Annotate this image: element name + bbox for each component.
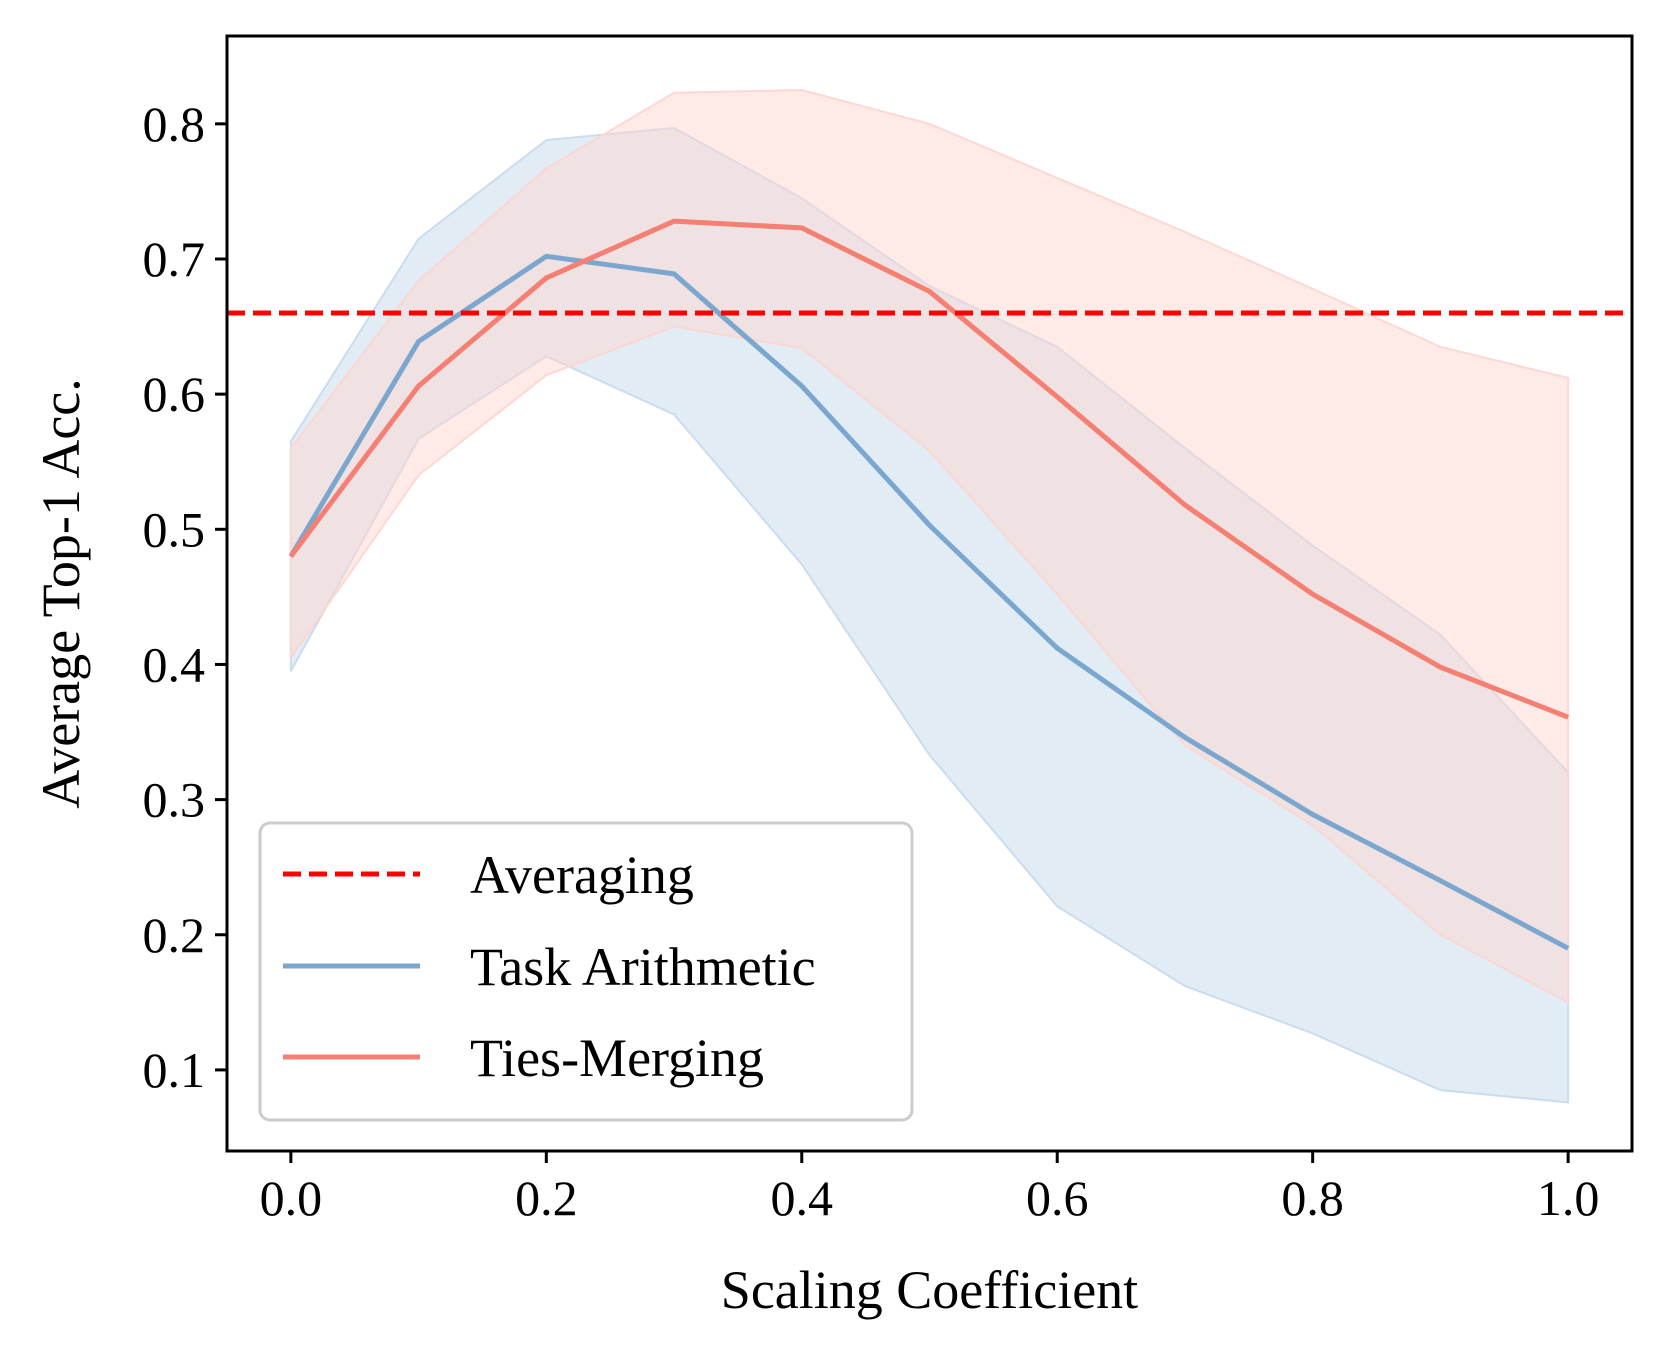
legend-label-task-arithmetic: Task Arithmetic	[470, 937, 816, 997]
legend: Averaging Task Arithmetic Ties-Merging	[258, 821, 914, 1122]
x-tick-label: 0.4	[771, 1170, 834, 1226]
y-tick-label: 0.4	[143, 636, 206, 692]
y-tick-label: 0.5	[143, 501, 206, 557]
y-tick-label: 0.6	[143, 366, 206, 422]
x-tick-label: 0.8	[1281, 1170, 1344, 1226]
y-axis-ticks: 0.1 0.2 0.3 0.4 0.5 0.6 0.7 0.8	[143, 96, 227, 1098]
x-tick-label: 0.0	[260, 1170, 323, 1226]
y-tick-label: 0.1	[143, 1042, 206, 1098]
x-tick-label: 0.6	[1026, 1170, 1089, 1226]
y-tick-label: 0.3	[143, 772, 206, 828]
plot-frame	[225, 34, 1634, 1153]
legend-label-ties-merging: Ties-Merging	[470, 1028, 764, 1088]
x-axis-label: Scaling Coefficient	[721, 1260, 1138, 1320]
legend-label-averaging: Averaging	[470, 845, 694, 905]
y-tick-label: 0.8	[143, 96, 206, 152]
legend-box	[258, 821, 914, 1122]
x-tick-label: 0.2	[515, 1170, 578, 1226]
y-tick-label: 0.2	[143, 907, 206, 963]
x-axis-ticks: 0.0 0.2 0.4 0.6 0.8 1.0	[260, 1151, 1600, 1226]
y-tick-label: 0.7	[143, 231, 206, 287]
x-tick-label: 1.0	[1537, 1170, 1600, 1226]
y-axis-label: Average Top-1 Acc.	[31, 378, 91, 809]
task-arithmetic-line	[288, 253, 1570, 951]
